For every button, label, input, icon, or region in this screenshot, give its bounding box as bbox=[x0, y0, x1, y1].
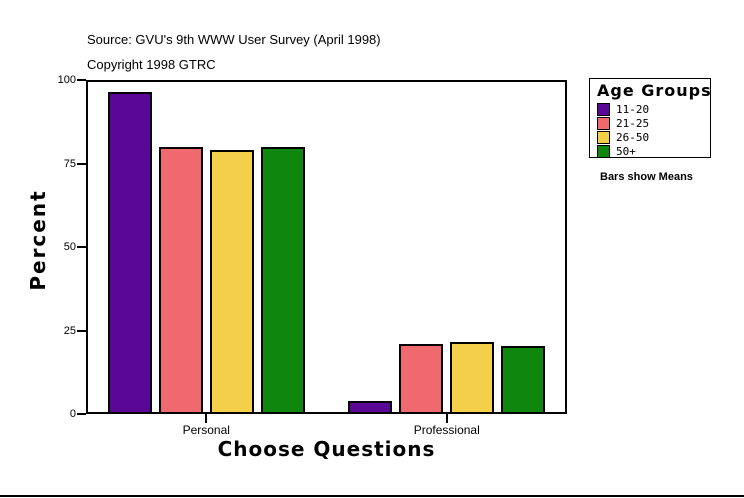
x-category-label: Professional bbox=[413, 423, 480, 437]
bar-professional-21-25 bbox=[399, 343, 444, 414]
y-tick-label: 0 bbox=[69, 408, 76, 420]
y-tick-label: 50 bbox=[63, 241, 76, 253]
y-tick-label: 25 bbox=[63, 324, 76, 337]
x-axis-label: Choose Questions bbox=[217, 437, 436, 461]
y-axis-label: Percent bbox=[26, 189, 50, 291]
chart-copyright-line: Copyright 1998 GTRC bbox=[87, 57, 216, 72]
legend-swatch-icon bbox=[597, 102, 610, 116]
y-tick-mark bbox=[77, 413, 86, 415]
legend-item: 26-50 bbox=[590, 130, 710, 144]
legend-item: 11-20 bbox=[590, 102, 710, 116]
legend-items: 11-20 21-25 26-50 50+ bbox=[590, 102, 710, 158]
x-tick-mark bbox=[205, 414, 208, 423]
x-tick-mark bbox=[445, 414, 448, 423]
y-tick-mark bbox=[77, 79, 86, 81]
bar-professional-26-50 bbox=[450, 342, 495, 414]
chart-source-line: Source: GVU's 9th WWW User Survey (April… bbox=[87, 32, 381, 47]
legend-item: 50+ bbox=[590, 144, 710, 158]
bar-personal-26-50 bbox=[209, 150, 254, 414]
legend-swatch-icon bbox=[597, 116, 610, 130]
y-tick-label: 100 bbox=[57, 74, 76, 86]
y-tick-mark bbox=[77, 246, 86, 248]
bar-personal-11-20 bbox=[107, 91, 152, 414]
y-tick-mark bbox=[77, 162, 86, 165]
bar-personal-21-25 bbox=[158, 146, 203, 414]
bar-professional-50+ bbox=[501, 345, 546, 414]
y-tick-label: 75 bbox=[63, 157, 76, 170]
legend-item-label: 11-20 bbox=[616, 102, 650, 116]
legend-item-label: 21-25 bbox=[616, 116, 650, 130]
legend: Age Groups 11-20 21-25 26-50 50+ bbox=[589, 78, 711, 158]
bar-personal-50+ bbox=[260, 146, 305, 414]
bar-professional-11-20 bbox=[348, 400, 393, 414]
y-tick-mark bbox=[77, 329, 86, 332]
legend-item-label: 50+ bbox=[616, 144, 636, 158]
means-note: Bars show Means bbox=[600, 171, 693, 183]
legend-item: 21-25 bbox=[590, 116, 710, 130]
legend-swatch-icon bbox=[597, 144, 610, 158]
legend-swatch-icon bbox=[597, 130, 610, 144]
legend-title: Age Groups bbox=[597, 81, 712, 100]
legend-item-label: 26-50 bbox=[616, 130, 650, 144]
bottom-rule bbox=[0, 495, 744, 497]
x-category-label: Personal bbox=[182, 423, 230, 437]
